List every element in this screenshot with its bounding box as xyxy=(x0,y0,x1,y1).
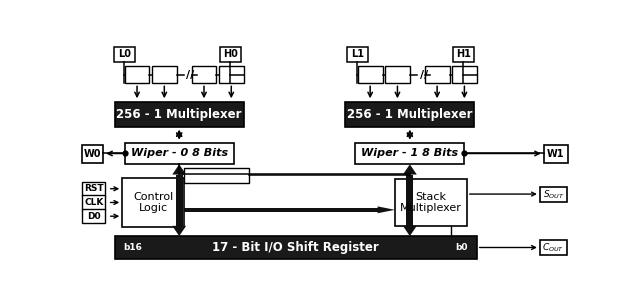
FancyBboxPatch shape xyxy=(385,66,410,83)
Polygon shape xyxy=(403,164,417,175)
Text: H0: H0 xyxy=(223,49,237,59)
Text: D0: D0 xyxy=(87,212,100,221)
Text: L1: L1 xyxy=(351,49,364,59)
FancyBboxPatch shape xyxy=(544,146,568,163)
Text: 17 - Bit I/O Shift Register: 17 - Bit I/O Shift Register xyxy=(212,241,379,254)
FancyBboxPatch shape xyxy=(184,208,378,212)
FancyBboxPatch shape xyxy=(452,66,477,83)
Polygon shape xyxy=(172,226,186,236)
Text: W0: W0 xyxy=(84,149,102,159)
Polygon shape xyxy=(378,206,395,213)
FancyBboxPatch shape xyxy=(83,146,103,163)
FancyBboxPatch shape xyxy=(83,195,106,210)
Text: Stack
Multiplexer: Stack Multiplexer xyxy=(400,192,462,213)
Text: b0: b0 xyxy=(456,243,468,252)
FancyBboxPatch shape xyxy=(115,102,244,127)
FancyBboxPatch shape xyxy=(191,66,216,83)
Text: $S_{OUT}$: $S_{OUT}$ xyxy=(543,188,564,200)
FancyBboxPatch shape xyxy=(176,175,182,226)
FancyBboxPatch shape xyxy=(83,209,106,223)
Text: 256 - 1 Multiplexer: 256 - 1 Multiplexer xyxy=(347,108,472,121)
FancyBboxPatch shape xyxy=(219,66,244,83)
Text: Wiper - 1 8 Bits: Wiper - 1 8 Bits xyxy=(361,149,458,158)
FancyBboxPatch shape xyxy=(184,168,249,183)
Text: 256 - 1 Multiplexer: 256 - 1 Multiplexer xyxy=(116,108,242,121)
Text: //: // xyxy=(186,70,195,80)
FancyBboxPatch shape xyxy=(125,143,234,164)
Text: RST: RST xyxy=(84,184,104,193)
Polygon shape xyxy=(172,164,186,175)
Text: L0: L0 xyxy=(118,49,131,59)
FancyBboxPatch shape xyxy=(453,47,474,62)
FancyBboxPatch shape xyxy=(83,182,106,196)
FancyBboxPatch shape xyxy=(115,236,477,259)
FancyBboxPatch shape xyxy=(540,186,567,202)
FancyBboxPatch shape xyxy=(425,66,449,83)
Text: //: // xyxy=(420,70,428,80)
Text: Control
Logic: Control Logic xyxy=(133,192,173,213)
Text: b16: b16 xyxy=(124,243,143,252)
FancyBboxPatch shape xyxy=(114,47,134,62)
FancyBboxPatch shape xyxy=(347,47,368,62)
Text: H1: H1 xyxy=(456,49,471,59)
FancyBboxPatch shape xyxy=(125,66,150,83)
FancyBboxPatch shape xyxy=(358,66,383,83)
FancyBboxPatch shape xyxy=(406,175,413,226)
Text: Wiper - 0 8 Bits: Wiper - 0 8 Bits xyxy=(131,149,228,158)
FancyBboxPatch shape xyxy=(152,66,177,83)
FancyBboxPatch shape xyxy=(355,143,465,164)
FancyBboxPatch shape xyxy=(220,47,241,62)
FancyBboxPatch shape xyxy=(122,178,184,227)
FancyBboxPatch shape xyxy=(346,102,474,127)
Text: $C_{OUT}$: $C_{OUT}$ xyxy=(542,242,564,254)
FancyBboxPatch shape xyxy=(395,179,467,226)
Text: CLK: CLK xyxy=(84,198,104,207)
Text: W1: W1 xyxy=(547,149,564,159)
FancyBboxPatch shape xyxy=(540,240,567,255)
Polygon shape xyxy=(403,226,417,236)
